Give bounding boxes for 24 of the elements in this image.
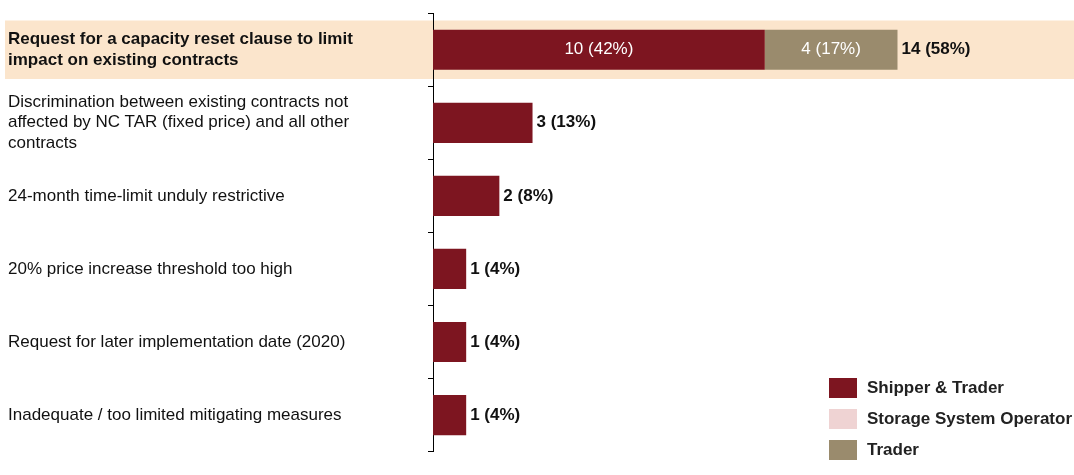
bar [433, 102, 533, 143]
legend-label: Shipper & Trader [866, 377, 1004, 398]
total-label: 14 (58%) [901, 39, 971, 59]
y-tick-label: 20% price increase threshold too high [8, 258, 293, 278]
bar [433, 175, 500, 216]
bar [433, 394, 467, 436]
total-label: 1 (4%) [470, 331, 521, 351]
total-label: 1 (4%) [470, 258, 521, 278]
y-tick-label: 24-month time-limit unduly restrictive [8, 185, 285, 205]
y-tick-label: Discrimination between existing contracts not affected by NC TAR (fixed price) and all other contracts [8, 92, 350, 152]
bar [764, 29, 898, 70]
y-tick-label: Inadequate / too limited mitigating measures [8, 404, 342, 424]
data-label: 4 (17%) [801, 39, 861, 59]
legend-label: Storage System Operator [866, 408, 1072, 429]
y-tick-label: Request for later implementation date (2020) [8, 331, 346, 351]
total-label: 3 (13%) [536, 112, 597, 132]
total-label: 1 (4%) [470, 404, 521, 424]
bar [433, 29, 765, 70]
data-label: 10 (42%) [564, 39, 634, 59]
legend-label: Trader [866, 439, 919, 460]
bar [433, 321, 467, 363]
total-label: 2 (8%) [503, 185, 554, 205]
bar [433, 248, 467, 290]
y-tick-label: Request for a capacity reset clause to limit impact on existing contracts [8, 29, 354, 69]
